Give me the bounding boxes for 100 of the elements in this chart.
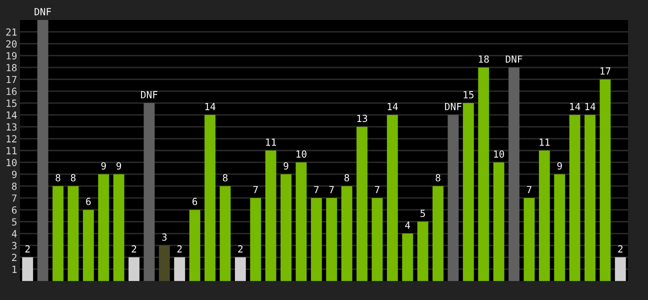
data-label: 13 — [357, 114, 368, 122]
bar — [234, 257, 246, 281]
bar — [265, 150, 276, 281]
data-label: 8 — [436, 174, 440, 182]
y-tick-label: 14 — [6, 112, 17, 119]
bar — [144, 103, 155, 281]
bar — [356, 126, 368, 281]
data-label: 7 — [314, 186, 319, 194]
y-tick-label: 20 — [6, 40, 17, 48]
data-label: 2 — [618, 245, 622, 252]
y-tick-label: 10 — [6, 158, 17, 166]
data-label: 11 — [540, 138, 550, 146]
bar — [98, 174, 110, 281]
data-label: 7 — [526, 186, 532, 194]
bar — [326, 198, 338, 281]
y-tick-label: 1 — [12, 266, 17, 273]
y-tick-label: 12 — [6, 135, 16, 142]
y-tick-label: 4 — [12, 230, 17, 238]
bar — [386, 114, 398, 281]
data-label: 14 — [570, 103, 580, 110]
data-label: 7 — [374, 186, 380, 194]
bar — [37, 20, 48, 281]
data-label: 8 — [344, 174, 350, 182]
bar — [310, 198, 322, 281]
bar — [478, 67, 490, 281]
data-label: 3 — [162, 233, 167, 241]
y-tick-label: 2 — [12, 254, 16, 261]
y-tick-label: 9 — [12, 170, 17, 178]
data-label: 18 — [478, 55, 489, 63]
data-label: 6 — [192, 198, 198, 206]
bar — [158, 245, 170, 281]
y-tick-label: 15 — [6, 100, 16, 107]
bar — [448, 114, 459, 281]
bar — [432, 186, 444, 281]
y-tick-label: 21 — [6, 28, 17, 36]
bar — [569, 114, 580, 281]
bar — [128, 257, 140, 281]
data-label: DNF — [34, 8, 52, 16]
bar — [296, 162, 307, 281]
data-label: 9 — [101, 162, 106, 170]
data-label: 9 — [116, 162, 122, 170]
y-tick-label: 19 — [6, 52, 17, 60]
bar — [220, 186, 231, 281]
data-label: 2 — [132, 245, 136, 252]
y-tick-label: 8 — [12, 182, 17, 190]
data-label: DNF — [445, 103, 462, 110]
data-label: 4 — [405, 222, 410, 229]
y-tick-label: 6 — [12, 206, 17, 214]
data-label: 8 — [222, 174, 228, 182]
data-label: 2 — [177, 245, 182, 252]
bar — [250, 198, 262, 281]
bar — [189, 210, 200, 281]
data-label: DNF — [141, 91, 158, 98]
bar — [82, 210, 94, 281]
data-label: 5 — [420, 210, 425, 218]
bar — [554, 174, 566, 281]
y-tick-label: 5 — [12, 218, 16, 226]
bar — [372, 198, 383, 281]
bar — [204, 114, 216, 281]
bar — [600, 79, 611, 281]
y-tick-label: 11 — [6, 147, 17, 154]
data-label: 2 — [25, 245, 30, 252]
bar — [113, 174, 124, 281]
data-label: 10 — [296, 150, 306, 158]
data-label: 17 — [600, 67, 610, 75]
bar — [68, 186, 79, 281]
data-label: 14 — [205, 103, 216, 110]
data-label: 7 — [329, 186, 334, 194]
data-label: 8 — [70, 174, 76, 182]
bar — [538, 150, 550, 281]
bar — [508, 67, 520, 281]
bar — [493, 162, 504, 281]
bar — [584, 114, 596, 281]
data-label: 15 — [464, 91, 474, 98]
y-tick-label: 3 — [12, 242, 16, 250]
data-label: DNF — [506, 56, 522, 63]
data-label: 11 — [266, 138, 276, 146]
bar — [614, 257, 626, 281]
bar — [52, 186, 64, 281]
data-label: 2 — [238, 245, 242, 252]
bar — [402, 234, 414, 281]
data-label: 6 — [86, 198, 91, 206]
y-tick-label: 17 — [6, 76, 16, 84]
y-tick-label: 7 — [12, 194, 16, 202]
data-label: 14 — [388, 103, 398, 110]
data-label: 14 — [585, 103, 596, 110]
y-tick-label: 16 — [6, 88, 17, 96]
data-label: 9 — [557, 162, 562, 170]
bar — [341, 186, 352, 281]
bar — [22, 257, 34, 281]
y-tick-label: 13 — [6, 123, 16, 131]
y-tick-label: 18 — [6, 64, 17, 72]
bar — [524, 198, 535, 281]
bar — [174, 257, 186, 281]
bar — [462, 103, 474, 281]
bar — [417, 222, 428, 281]
data-label: 7 — [253, 186, 258, 194]
data-label: 8 — [56, 174, 60, 182]
data-label: 9 — [284, 162, 288, 170]
bar — [280, 174, 292, 281]
